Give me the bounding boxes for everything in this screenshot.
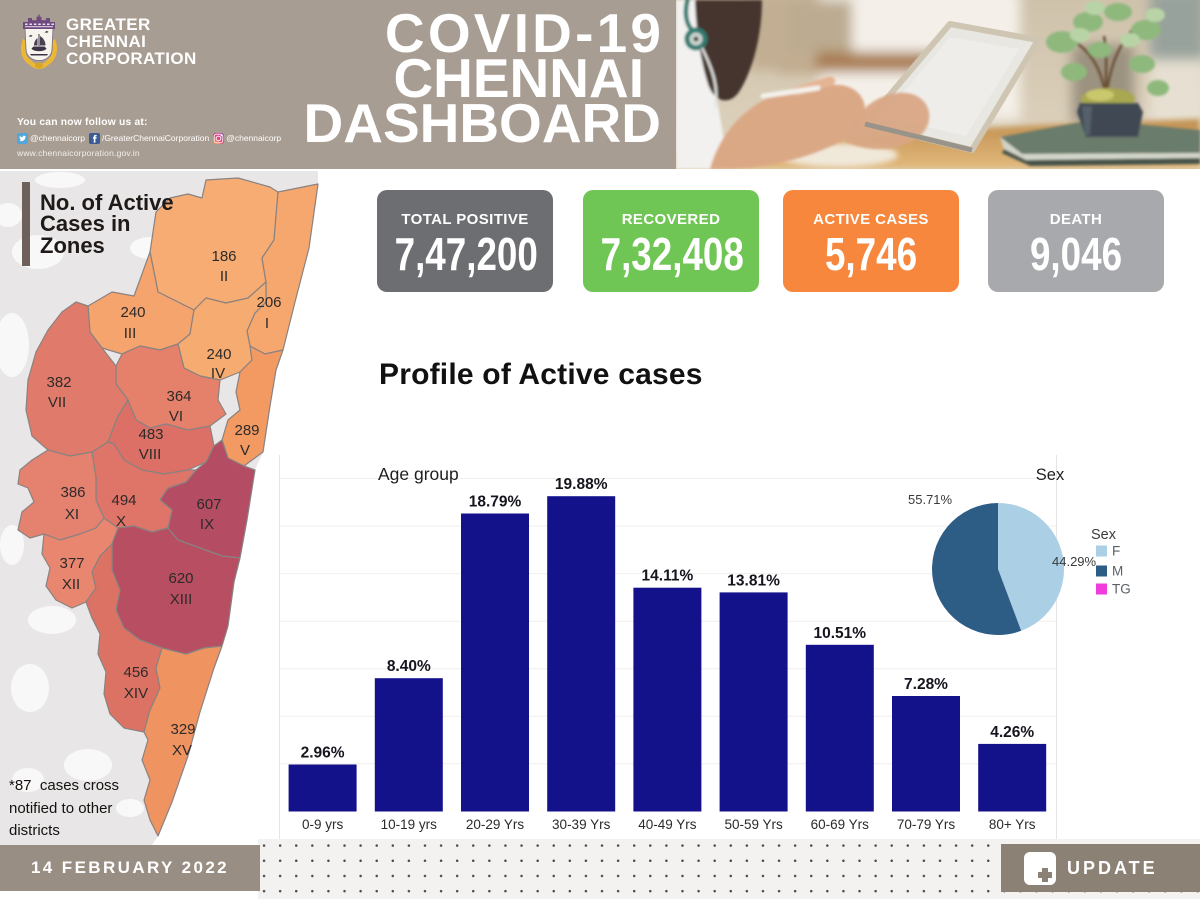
svg-text:XII: XII bbox=[62, 576, 80, 593]
svg-text:60-69 Yrs: 60-69 Yrs bbox=[811, 817, 870, 832]
svg-text:10-19 yrs: 10-19 yrs bbox=[381, 817, 438, 832]
svg-text:III: III bbox=[124, 325, 137, 342]
svg-text:Sex: Sex bbox=[1036, 466, 1065, 484]
svg-text:30-39 Yrs: 30-39 Yrs bbox=[552, 817, 611, 832]
svg-text:55.71%: 55.71% bbox=[908, 492, 953, 507]
svg-text:329: 329 bbox=[170, 721, 195, 738]
svg-text:8.40%: 8.40% bbox=[387, 658, 431, 675]
svg-text:X: X bbox=[116, 513, 126, 530]
svg-text:364: 364 bbox=[166, 388, 191, 405]
svg-text:I: I bbox=[265, 315, 269, 332]
svg-text:206: 206 bbox=[256, 294, 281, 311]
svg-text:18.79%: 18.79% bbox=[469, 494, 522, 511]
svg-text:VI: VI bbox=[169, 408, 183, 425]
svg-text:II: II bbox=[220, 268, 228, 285]
svg-text:70-79 Yrs: 70-79 Yrs bbox=[897, 817, 956, 832]
svg-text:494: 494 bbox=[111, 492, 136, 509]
svg-text:10.51%: 10.51% bbox=[814, 625, 867, 642]
svg-text:240: 240 bbox=[120, 304, 145, 321]
svg-text:V: V bbox=[240, 442, 250, 459]
svg-text:IX: IX bbox=[200, 516, 214, 533]
svg-text:386: 386 bbox=[60, 484, 85, 501]
svg-text:13.81%: 13.81% bbox=[727, 572, 780, 589]
svg-text:XV: XV bbox=[172, 742, 192, 759]
svg-text:240: 240 bbox=[206, 346, 231, 363]
svg-text:7.28%: 7.28% bbox=[904, 676, 948, 693]
svg-text:M: M bbox=[1112, 564, 1123, 579]
svg-text:TG: TG bbox=[1112, 582, 1131, 597]
svg-text:XIV: XIV bbox=[124, 685, 148, 702]
svg-text:14.11%: 14.11% bbox=[642, 568, 694, 585]
svg-text:377: 377 bbox=[59, 555, 84, 572]
svg-text:456: 456 bbox=[123, 664, 148, 681]
svg-text:VIII: VIII bbox=[139, 446, 162, 463]
svg-text:20-29 Yrs: 20-29 Yrs bbox=[466, 817, 525, 832]
svg-text:Age group: Age group bbox=[378, 464, 459, 484]
svg-text:50-59 Yrs: 50-59 Yrs bbox=[724, 817, 783, 832]
svg-text:186: 186 bbox=[211, 248, 236, 265]
svg-text:F: F bbox=[1112, 544, 1120, 559]
svg-text:Sex: Sex bbox=[1091, 527, 1117, 543]
svg-text:0-9 yrs: 0-9 yrs bbox=[302, 817, 344, 832]
svg-text:XIII: XIII bbox=[170, 591, 193, 608]
svg-text:607: 607 bbox=[196, 496, 221, 513]
svg-text:19.88%: 19.88% bbox=[555, 476, 608, 493]
svg-text:289: 289 bbox=[234, 422, 259, 439]
svg-text:4.26%: 4.26% bbox=[990, 724, 1034, 741]
svg-text:80+ Yrs: 80+ Yrs bbox=[989, 817, 1036, 832]
svg-text:382: 382 bbox=[46, 374, 71, 391]
svg-text:2.96%: 2.96% bbox=[301, 745, 345, 762]
svg-text:VII: VII bbox=[48, 394, 66, 411]
svg-text:483: 483 bbox=[138, 426, 163, 443]
svg-text:IV: IV bbox=[211, 365, 225, 382]
svg-text:44.29%: 44.29% bbox=[1052, 554, 1097, 569]
svg-text:40-49 Yrs: 40-49 Yrs bbox=[638, 817, 697, 832]
svg-text:XI: XI bbox=[65, 506, 79, 523]
svg-text:620: 620 bbox=[168, 570, 193, 587]
